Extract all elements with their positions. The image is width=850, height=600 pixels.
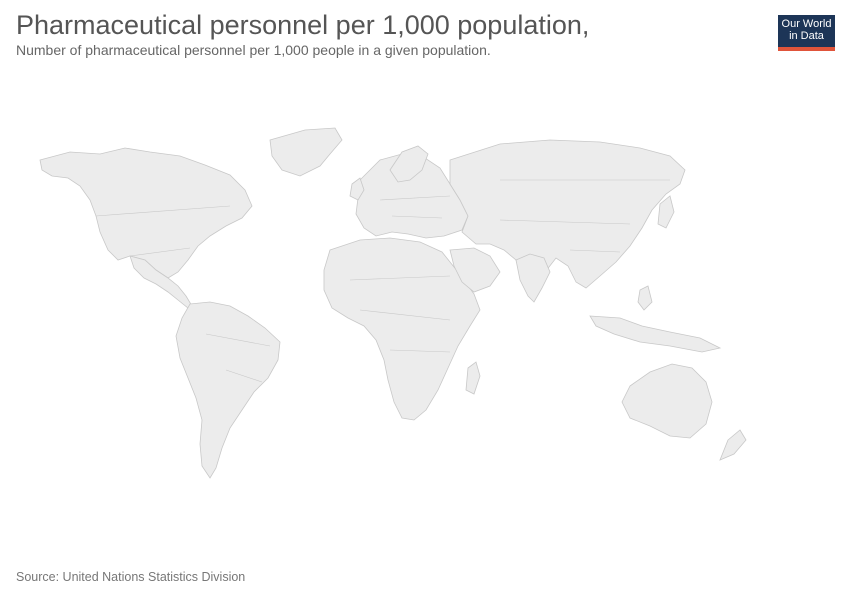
greenland[interactable] bbox=[269, 127, 343, 177]
united-kingdom[interactable] bbox=[349, 177, 365, 201]
philippines[interactable] bbox=[637, 285, 653, 311]
south-america[interactable] bbox=[175, 301, 281, 479]
africa[interactable] bbox=[323, 237, 481, 421]
indonesia[interactable] bbox=[589, 315, 722, 353]
madagascar[interactable] bbox=[465, 361, 481, 395]
australia[interactable] bbox=[621, 363, 713, 439]
india[interactable] bbox=[515, 253, 551, 303]
world-map[interactable] bbox=[30, 120, 790, 490]
source-note: Source: United Nations Statistics Divisi… bbox=[16, 570, 246, 584]
scandinavia[interactable] bbox=[389, 145, 429, 183]
country-borders bbox=[95, 179, 670, 383]
north-america[interactable] bbox=[39, 147, 253, 279]
chart-subtitle: Number of pharmaceutical personnel per 1… bbox=[16, 42, 491, 58]
owid-logo[interactable]: Our World in Data bbox=[778, 15, 835, 51]
arabian-peninsula[interactable] bbox=[449, 247, 501, 293]
asia[interactable] bbox=[449, 139, 686, 293]
japan[interactable] bbox=[657, 195, 675, 229]
logo-line-2: in Data bbox=[789, 30, 824, 42]
chart-title: Pharmaceutical personnel per 1,000 popul… bbox=[16, 10, 590, 40]
logo-line-1: Our World bbox=[781, 18, 832, 30]
new-zealand[interactable] bbox=[719, 429, 747, 461]
